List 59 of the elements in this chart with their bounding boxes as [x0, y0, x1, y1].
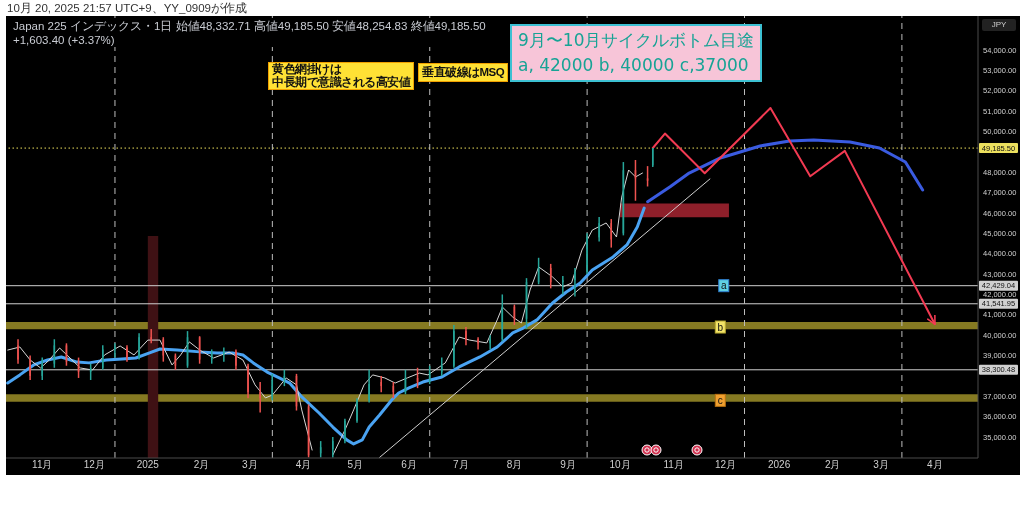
candlestick: [465, 326, 467, 347]
candlestick: [101, 344, 104, 371]
candlestick: [41, 356, 44, 381]
annotation: 垂直破線はMSQ: [422, 65, 505, 80]
candlestick: [223, 346, 225, 363]
candlestick: [453, 324, 455, 369]
x-tick-label: 11月: [32, 459, 53, 471]
x-tick-label: 7月: [453, 459, 469, 471]
line-series: [646, 138, 925, 204]
candlestick: [247, 362, 249, 400]
line-series: [6, 206, 646, 446]
candlestick: [271, 373, 274, 402]
candlestick: [344, 417, 346, 444]
x-tick-label: 8月: [506, 459, 523, 471]
annotation: a: [720, 280, 727, 292]
x-tick-label: 10月: [609, 459, 631, 471]
candlestick: [440, 356, 443, 377]
candlestick: [598, 216, 600, 243]
candlestick: [356, 397, 358, 424]
annotation: 中長期で意識される高安値: [272, 76, 410, 89]
candlestick: [235, 348, 237, 371]
text: Japan 225 インデックス・1日 始値48,332.71 高値49,185.50 安値48,254.83 終値49,185.50 +1,603.40 (+3.37%): [11, 19, 495, 47]
x-tick-label: 2025: [136, 459, 160, 471]
candlestick: [477, 336, 479, 351]
x-tick-label: 11月: [663, 459, 684, 471]
annotation: b: [717, 321, 724, 333]
candlestick: [17, 338, 19, 365]
x-tick-label: 2月: [193, 459, 210, 471]
candlestick: [562, 275, 564, 296]
x-tick-label: 3月: [242, 459, 258, 471]
candlestick: [114, 342, 116, 359]
candlestick: [259, 381, 261, 414]
candlestick: [489, 334, 491, 351]
x-tick-label: 2026: [767, 459, 791, 471]
annotation: c: [717, 394, 723, 406]
candlestick: [126, 344, 128, 363]
candlestick: [610, 218, 613, 249]
candlestick: [380, 375, 382, 393]
chart-subtitle: 10月 20, 2025 21:57 UTC+9、YY_0909が作成: [7, 1, 247, 15]
candlestick: [138, 332, 140, 361]
candlestick: [574, 267, 576, 298]
candlestick: [368, 369, 370, 404]
y-axis-title: JPY: [982, 19, 1016, 31]
annotation: 黄色網掛けは: [272, 63, 341, 76]
x-tick-label: 12月: [714, 459, 737, 471]
x-tick-label: 5月: [347, 459, 364, 471]
x-tick-label: 12月: [83, 459, 105, 471]
x-tick-label: 9月: [560, 459, 576, 471]
x-tick-label: 2月: [824, 459, 841, 471]
candlestick: [150, 328, 152, 345]
candlestick: [586, 232, 588, 275]
x-tick-label: 3月: [873, 459, 889, 471]
x-tick-label: 4月: [295, 459, 312, 471]
candlestick: [651, 147, 654, 168]
annotation: 9月〜10月サイクルボトム目途 a, 42000 b, 40000 c,37000: [518, 29, 755, 77]
candlestick: [29, 354, 31, 381]
x-tick-label: 4月: [926, 459, 943, 471]
x-tick-label: 6月: [401, 459, 417, 471]
candlestick: [332, 436, 334, 458]
